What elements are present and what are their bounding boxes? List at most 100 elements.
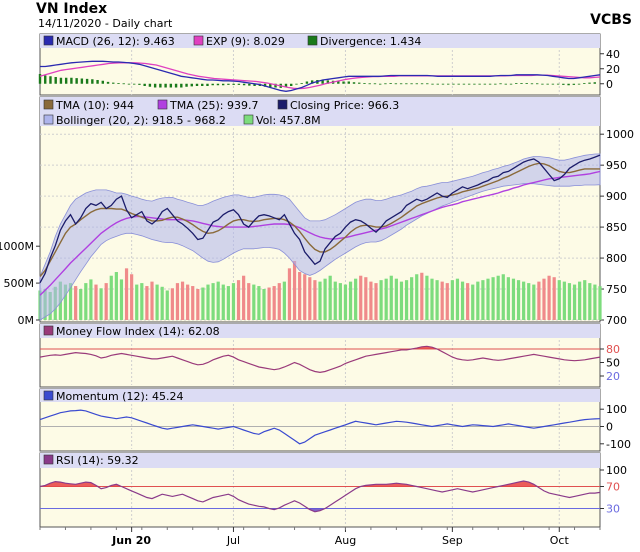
volume-bar bbox=[145, 286, 149, 320]
divergence-bar bbox=[447, 83, 450, 85]
rsi-swatch bbox=[43, 454, 54, 465]
divergence-bar bbox=[211, 83, 214, 86]
macd-line bbox=[40, 60, 601, 92]
volume-bar bbox=[455, 278, 460, 320]
divergence-bar bbox=[405, 83, 408, 85]
divergence-bar bbox=[530, 83, 534, 85]
divergence-bar bbox=[64, 77, 68, 84]
divergence-bar bbox=[321, 80, 324, 84]
divergence-bar bbox=[426, 83, 429, 85]
volume-bar bbox=[552, 277, 556, 320]
volume-bar bbox=[140, 283, 144, 320]
divergence-bar bbox=[169, 83, 173, 88]
divergence-bar bbox=[525, 83, 528, 84]
divergence-bar bbox=[153, 83, 157, 88]
divergence-bar bbox=[106, 81, 110, 84]
divergence-bar bbox=[588, 82, 591, 84]
volume-bar bbox=[119, 279, 124, 320]
x-tick-label: Jul bbox=[226, 534, 240, 547]
volume-bar bbox=[598, 286, 602, 320]
divergence-bar bbox=[138, 83, 141, 85]
volume-bar bbox=[425, 275, 429, 320]
divergence-bar bbox=[378, 83, 382, 85]
rsi-line bbox=[39, 480, 601, 513]
divergence-bar bbox=[195, 83, 199, 86]
divergence-bar bbox=[415, 83, 419, 85]
divergence-bar bbox=[263, 83, 267, 87]
x-tick-label: Jun 20 bbox=[111, 534, 151, 547]
volume-bar bbox=[537, 281, 541, 320]
bollinger-legend: Bollinger (20, 2): 918.5 - 968.2 bbox=[56, 114, 226, 127]
volume-bar bbox=[522, 281, 526, 320]
volume-bar bbox=[180, 281, 185, 320]
volume-bar bbox=[186, 284, 190, 320]
price-ytick-label: 1000 bbox=[606, 128, 634, 141]
rsi-ytick-label: 70 bbox=[606, 481, 620, 494]
volume-ytick-label: 500M bbox=[4, 277, 35, 290]
signal-legend: EXP (9): 8.029 bbox=[206, 35, 285, 48]
divergence-bar bbox=[478, 83, 481, 85]
volume-legend: Vol: 457.8M bbox=[256, 114, 321, 127]
divergence-bar bbox=[410, 83, 413, 85]
volume-bar bbox=[231, 283, 236, 320]
volume-bar bbox=[170, 288, 174, 320]
volume-bar bbox=[516, 280, 521, 320]
divergence-swatch bbox=[307, 35, 318, 46]
volume-bar bbox=[221, 284, 225, 320]
volume-bar bbox=[257, 286, 261, 320]
divergence-bar bbox=[75, 78, 78, 84]
volume-bar bbox=[511, 278, 516, 320]
volume-bar bbox=[175, 283, 180, 320]
volume-bar bbox=[130, 274, 134, 320]
tma25-legend: TMA (25): 939.7 bbox=[169, 99, 259, 112]
x-tick-label: Aug bbox=[335, 534, 356, 547]
divergence-bar bbox=[436, 83, 439, 85]
macd-legend: MACD (26, 12): 9.463 bbox=[56, 35, 175, 48]
divergence-bar bbox=[180, 83, 183, 88]
divergence-bar bbox=[373, 83, 377, 85]
divergence-bar bbox=[310, 80, 314, 84]
volume-bar bbox=[348, 281, 353, 320]
volume-bar bbox=[435, 280, 439, 320]
volume-bar bbox=[420, 272, 424, 320]
volume-bar bbox=[242, 275, 246, 320]
volume-bar bbox=[272, 286, 276, 320]
volume-bar bbox=[211, 283, 215, 320]
macd-ytick-label: 40 bbox=[606, 48, 620, 61]
divergence-bar bbox=[420, 83, 424, 85]
volume-bar bbox=[84, 283, 88, 320]
volume-bar bbox=[430, 278, 434, 320]
divergence-bar bbox=[535, 83, 539, 85]
divergence-bar bbox=[556, 83, 560, 85]
volume-bar bbox=[491, 277, 495, 320]
volume-bar bbox=[68, 283, 73, 320]
divergence-bar bbox=[133, 83, 136, 85]
volume-bar bbox=[160, 286, 164, 320]
divergence-bar bbox=[274, 83, 277, 88]
divergence-bar bbox=[242, 83, 246, 86]
volume-bar bbox=[191, 286, 195, 320]
volume-bar bbox=[262, 289, 266, 320]
divergence-bar bbox=[394, 83, 398, 85]
volume-bar bbox=[466, 283, 470, 320]
volume-bar bbox=[562, 281, 566, 320]
divergence-bar bbox=[389, 83, 392, 84]
volume-bar bbox=[445, 283, 449, 320]
volume-bar bbox=[124, 268, 129, 320]
volume-bar bbox=[303, 274, 307, 320]
divergence-bar bbox=[520, 83, 523, 84]
divergence-bar bbox=[227, 83, 230, 85]
macd-swatch bbox=[43, 35, 54, 46]
volume-bar bbox=[588, 283, 592, 320]
volume-bar bbox=[104, 283, 108, 320]
divergence-bar bbox=[326, 80, 330, 84]
volume-bar bbox=[206, 284, 210, 320]
volume-bar bbox=[404, 280, 409, 320]
volume-bar bbox=[343, 284, 348, 320]
mfi-legend-bg bbox=[40, 324, 600, 338]
close-line bbox=[39, 154, 601, 284]
divergence-bar bbox=[499, 83, 502, 85]
divergence-bar bbox=[101, 80, 105, 84]
divergence-bar bbox=[572, 83, 576, 85]
